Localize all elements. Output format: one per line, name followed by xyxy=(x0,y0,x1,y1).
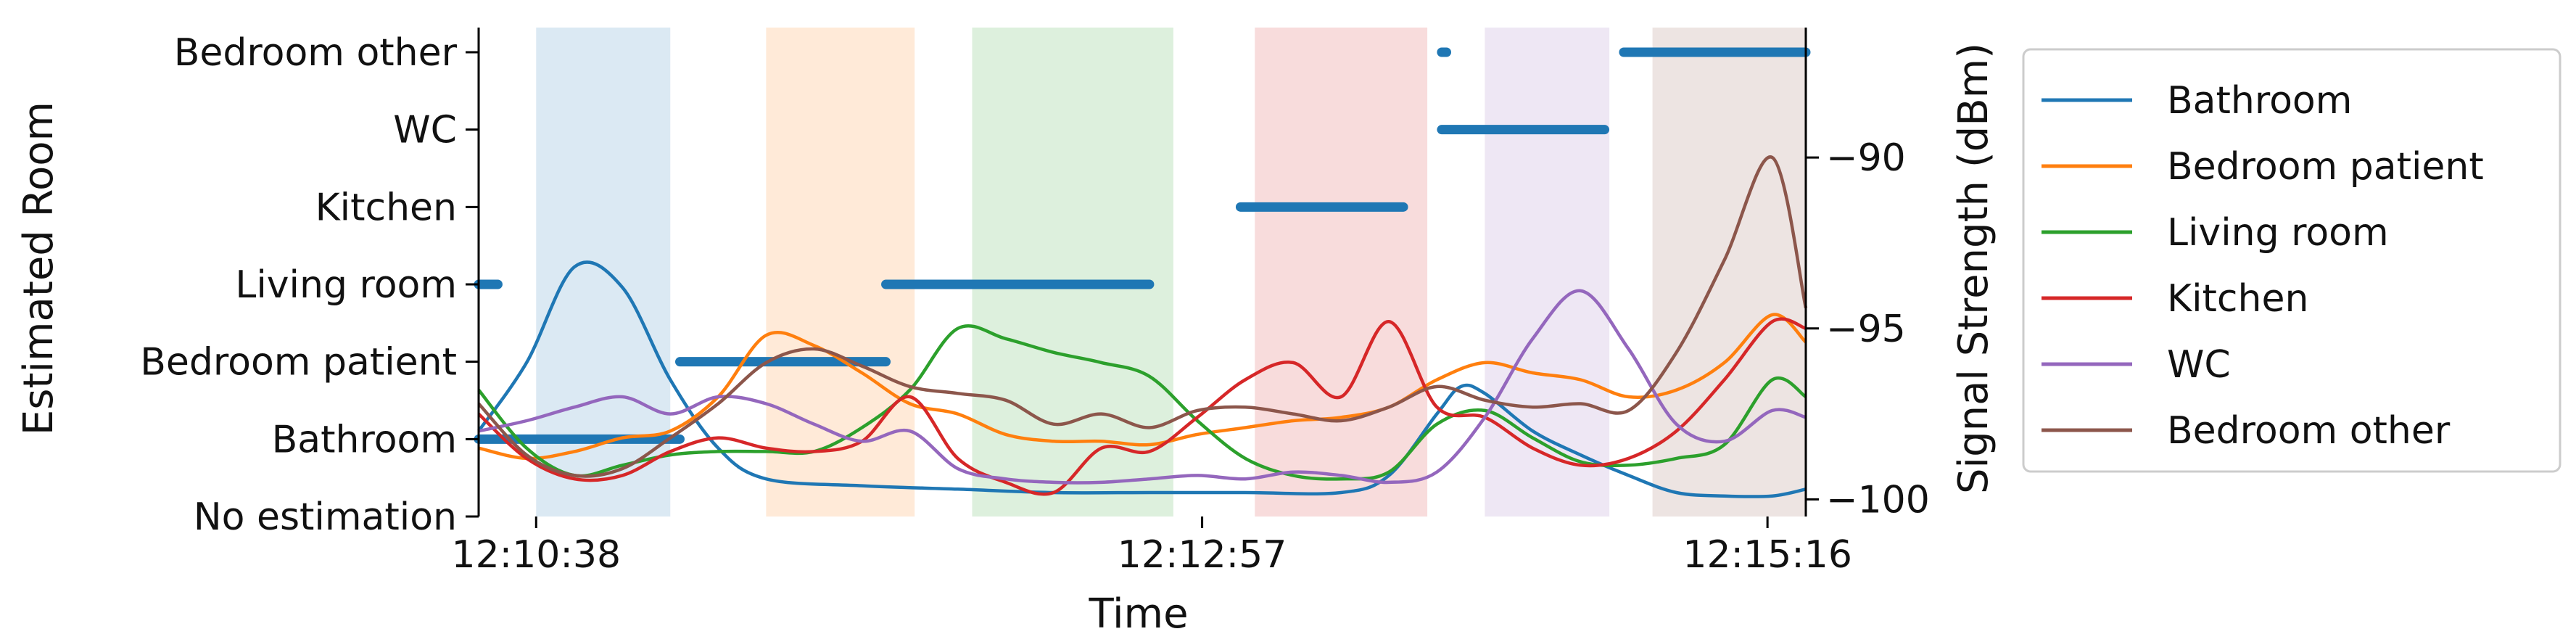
left-tick-label: Living room xyxy=(235,263,457,307)
right-y-ticks: −90 −95 −100 xyxy=(1806,136,1930,522)
signal-strength-series xyxy=(477,155,1808,498)
legend-label-bedroom-patient: Bedroom patient xyxy=(2167,145,2484,189)
legend-label-wc: WC xyxy=(2167,343,2231,387)
band-kitchen xyxy=(1255,28,1428,517)
legend-label-bedroom-other: Bedroom other xyxy=(2167,409,2451,453)
ground-truth-bands xyxy=(536,28,1806,517)
series-line-kitchen xyxy=(477,317,1807,496)
band-bedroom-patient xyxy=(766,28,915,517)
x-tick-label: 12:12:57 xyxy=(1118,533,1287,577)
series-line-bathroom xyxy=(477,260,1807,498)
x-axis-title: Time xyxy=(1088,590,1188,638)
legend: Bathroom Bedroom patient Living room Kitche… xyxy=(2022,48,2561,473)
series-line-wc xyxy=(478,289,1807,485)
right-tick-label: −95 xyxy=(1826,308,1906,351)
legend-frame xyxy=(2022,48,2561,473)
band-bedroom-other xyxy=(1652,28,1806,517)
legend-label-kitchen: Kitchen xyxy=(2167,277,2308,321)
band-wc xyxy=(1485,28,1610,517)
right-tick-label: −100 xyxy=(1826,478,1930,522)
legend-label-living-room: Living room xyxy=(2167,211,2389,255)
estimated-room-series xyxy=(474,47,1811,444)
legend-label-bathroom: Bathroom xyxy=(2167,79,2352,123)
x-ticks: 12:10:38 12:12:57 12:15:16 xyxy=(452,517,1852,577)
right-tick-label: −90 xyxy=(1826,136,1906,180)
series-line-bedroom-other xyxy=(477,155,1808,478)
left-tick-label: Kitchen xyxy=(315,186,457,229)
x-tick-label: 12:10:38 xyxy=(452,533,622,577)
axes xyxy=(477,28,1807,517)
x-tick-label: 12:15:16 xyxy=(1683,533,1852,577)
series-line-bedroom-patient xyxy=(478,313,1807,461)
left-tick-label: WC xyxy=(393,109,457,152)
left-tick-label: No estimation xyxy=(194,495,457,539)
left-tick-label: Bathroom xyxy=(272,418,457,461)
y-axis-right-title: Signal Strength (dBm) xyxy=(1950,43,1997,494)
left-y-ticks: No estimation Bathroom Bedroom patient Livi… xyxy=(140,31,479,539)
y-axis-left-title: Estimated Room xyxy=(15,102,62,435)
left-tick-label: Bedroom patient xyxy=(140,341,457,384)
left-tick-label: Bedroom other xyxy=(174,31,458,75)
